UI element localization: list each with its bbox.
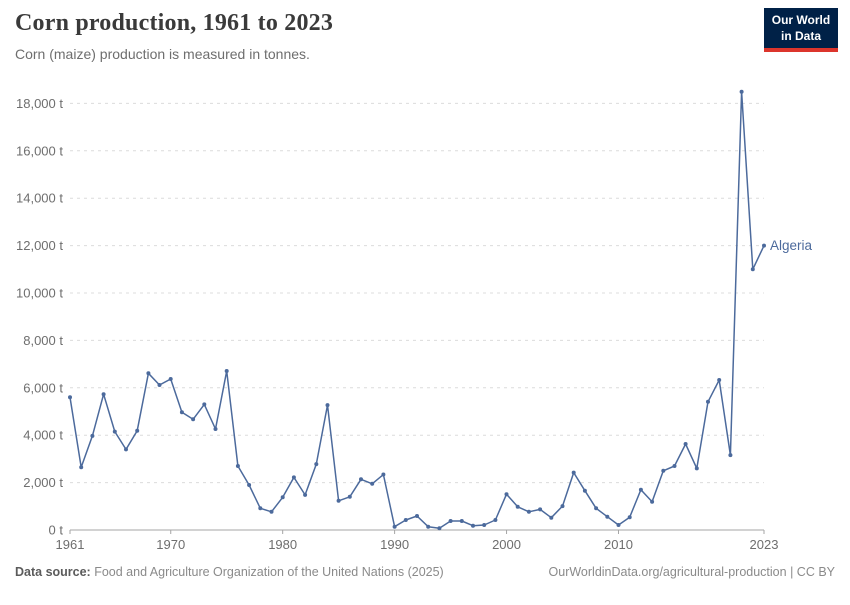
data-point [594, 506, 599, 511]
data-point [526, 509, 531, 514]
data-point [314, 462, 319, 467]
data-point [370, 481, 375, 486]
data-point [79, 465, 84, 470]
chart-footer: Data source: Food and Agriculture Organi… [0, 565, 850, 579]
data-point [347, 494, 352, 499]
owid-url-link[interactable]: OurWorldinData.org/agricultural-producti… [548, 565, 787, 579]
data-point [415, 514, 419, 518]
footer-links[interactable]: OurWorldinData.org/agricultural-producti… [549, 565, 835, 579]
data-point [336, 498, 341, 503]
y-tick-label: 4,000 t [23, 428, 63, 443]
data-point [135, 428, 140, 433]
data-point [124, 447, 128, 452]
data-point [325, 403, 330, 408]
y-tick-label: 10,000 t [16, 286, 63, 301]
x-tick-label: 1961 [56, 537, 85, 552]
data-point [616, 523, 621, 527]
data-point [426, 524, 431, 529]
y-tick-label: 16,000 t [16, 143, 63, 158]
page-title: Corn production, 1961 to 2023 [15, 10, 334, 36]
data-point [280, 495, 285, 500]
footer-separator: | [786, 565, 797, 579]
data-point [549, 515, 554, 520]
y-tick-label: 14,000 t [16, 191, 63, 206]
x-tick-label: 2023 [750, 537, 779, 552]
data-source-label: Data source: [15, 565, 91, 579]
data-point [437, 526, 442, 531]
data-point [582, 488, 587, 493]
data-point [560, 504, 565, 509]
data-point [303, 492, 308, 497]
data-point [291, 475, 296, 480]
y-tick-label: 18,000 t [16, 96, 63, 111]
data-point [191, 417, 196, 422]
data-point [706, 399, 710, 404]
data-point [403, 518, 408, 522]
data-point [235, 464, 240, 468]
x-tick-label: 1990 [380, 537, 409, 552]
series-end-label[interactable]: Algeria [770, 238, 813, 253]
data-point [90, 433, 95, 438]
data-point [381, 472, 386, 477]
data-point [112, 429, 117, 434]
data-point [168, 377, 173, 381]
data-point [471, 523, 475, 528]
data-point [493, 518, 498, 522]
x-tick-label: 1970 [156, 537, 185, 552]
data-point [728, 453, 733, 458]
data-point [157, 383, 162, 387]
data-point [482, 523, 487, 527]
x-tick-label: 2000 [492, 537, 521, 552]
data-point [717, 378, 722, 382]
data-point [224, 369, 229, 373]
chart-subtitle: Corn (maize) production is measured in t… [15, 46, 310, 62]
data-point [605, 514, 610, 519]
y-tick-label: 6,000 t [23, 380, 63, 395]
data-point [750, 267, 755, 272]
data-point [202, 402, 207, 407]
data-point [627, 515, 632, 520]
y-tick-label: 8,000 t [23, 333, 63, 348]
data-point [258, 506, 263, 511]
series-line [69, 91, 765, 530]
y-tick-label: 12,000 t [16, 238, 63, 253]
data-point [672, 464, 677, 468]
x-tick-label: 1980 [268, 537, 297, 552]
license-link[interactable]: CC BY [796, 565, 835, 579]
data-point [459, 519, 464, 523]
data-point [101, 392, 106, 397]
data-point [504, 492, 509, 497]
data-point [269, 509, 274, 514]
data-point [762, 243, 766, 248]
data-point [661, 468, 666, 473]
owid-logo[interactable]: Our World in Data [764, 8, 838, 53]
data-point [146, 371, 151, 376]
y-tick-label: 2,000 t [23, 475, 63, 490]
data-point [683, 442, 688, 446]
data-point [213, 427, 218, 431]
data-source: Data source: Food and Agriculture Organi… [15, 565, 444, 579]
data-point [179, 410, 184, 415]
data-point [650, 499, 655, 504]
data-point [571, 470, 576, 475]
data-point [515, 504, 520, 509]
x-tick-label: 2010 [604, 537, 633, 552]
chart-header: Corn production, 1961 to 2023 Corn (maiz… [15, 10, 755, 62]
data-point [638, 487, 643, 492]
owid-logo-line1: Our World [771, 13, 831, 27]
data-point [448, 519, 453, 523]
data-point [538, 507, 543, 512]
data-source-text: Food and Agriculture Organization of the… [90, 565, 444, 579]
data-point [694, 466, 699, 471]
data-point [247, 483, 252, 487]
data-point [68, 395, 72, 400]
data-point [739, 89, 744, 94]
data-point [359, 477, 363, 482]
y-tick-label: 0 t [49, 523, 64, 538]
owid-logo-line2: in Data [780, 28, 821, 43]
data-point [392, 524, 397, 529]
